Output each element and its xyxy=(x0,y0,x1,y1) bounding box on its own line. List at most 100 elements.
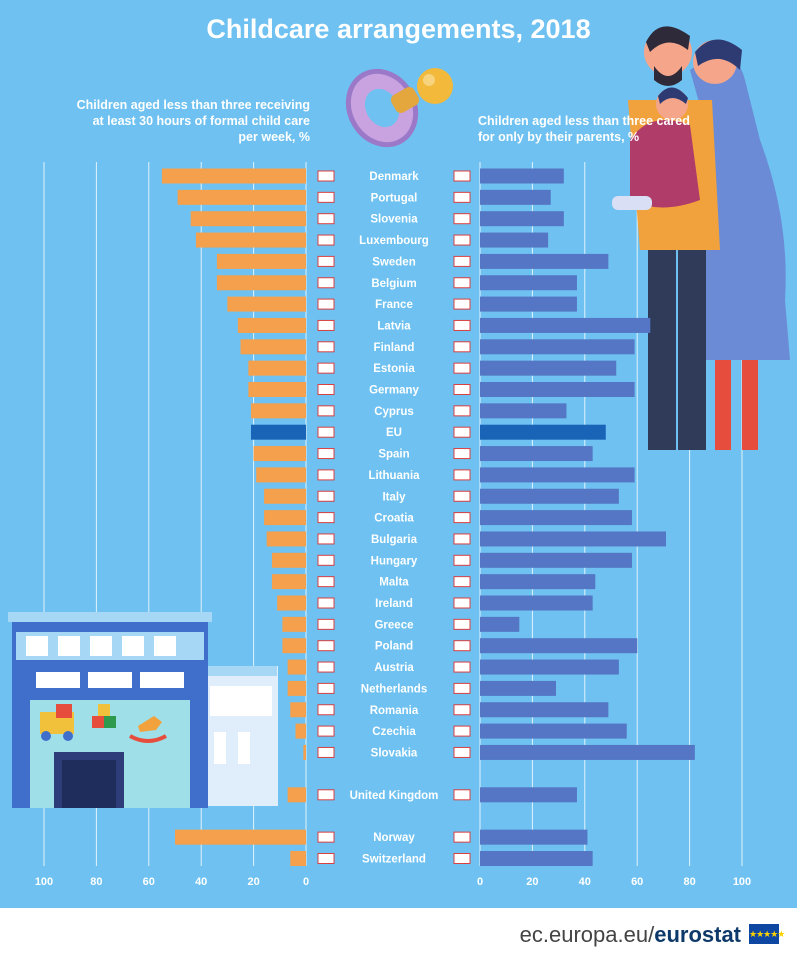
left-bar xyxy=(161,168,306,184)
left-tick-label: 60 xyxy=(143,876,155,888)
country-label: Switzerland xyxy=(362,854,426,866)
country-label: Estonia xyxy=(373,363,415,375)
flag-icon xyxy=(453,362,471,374)
country-label: Norway xyxy=(373,832,415,844)
flag-icon xyxy=(453,597,471,609)
left-tick-label: 100 xyxy=(35,876,53,888)
country-label: Luxembourg xyxy=(359,235,429,247)
country-label: Malta xyxy=(379,577,409,589)
flag-icon xyxy=(317,191,335,203)
flag-icon xyxy=(453,576,471,588)
right-bar xyxy=(480,595,593,611)
flag-icon xyxy=(317,789,335,801)
source-url-prefix: ec.europa.eu/ xyxy=(519,922,655,947)
flag-icon xyxy=(453,554,471,566)
right-bar xyxy=(480,382,635,397)
country-label: Germany xyxy=(369,385,419,397)
bars xyxy=(161,168,695,866)
flag-icon xyxy=(317,362,335,374)
left-bar xyxy=(295,723,306,739)
flag-icon xyxy=(453,191,471,203)
flag-icon xyxy=(453,746,471,758)
left-bar xyxy=(240,339,306,355)
right-series-title: Children aged less than three cared for … xyxy=(478,114,690,144)
right-bar xyxy=(480,467,635,483)
flag-icon xyxy=(317,170,335,182)
flag-icon xyxy=(317,405,335,417)
flag-icon xyxy=(317,512,335,524)
chart-title: Childcare arrangements, 2018 xyxy=(206,14,591,44)
flag-icon xyxy=(453,426,471,438)
country-label: Slovenia xyxy=(370,214,418,226)
flag-icon xyxy=(317,319,335,331)
country-label: Sweden xyxy=(372,256,415,268)
flag-icon xyxy=(453,298,471,310)
source-link[interactable]: ec.europa.eu/eurostat xyxy=(520,922,741,948)
flag-icon xyxy=(453,831,471,843)
flag-icon xyxy=(453,341,471,353)
flag-icon xyxy=(317,469,335,481)
right-bar xyxy=(480,360,617,376)
left-bar xyxy=(227,296,306,312)
right-bar xyxy=(480,659,619,675)
flag-icon xyxy=(317,725,335,737)
flag-icon xyxy=(317,554,335,566)
flag-icon xyxy=(453,640,471,652)
flag-icon xyxy=(317,277,335,289)
right-bar xyxy=(480,424,606,440)
axis-ticks: 100 80 60 40 20 0 0 20 40 60 80 100 xyxy=(35,876,751,888)
left-bar xyxy=(253,446,306,462)
right-bar xyxy=(480,552,632,568)
right-tick-label: 80 xyxy=(683,876,695,888)
left-bar xyxy=(216,275,306,291)
left-bar xyxy=(277,595,306,611)
flag-icon xyxy=(317,661,335,673)
flag-icon xyxy=(317,576,335,588)
country-label: Czechia xyxy=(372,726,416,738)
country-label: Lithuania xyxy=(368,470,420,482)
right-bar xyxy=(480,211,564,227)
flag-icon xyxy=(317,255,335,267)
left-bar xyxy=(256,467,306,483)
country-label: Hungary xyxy=(371,555,418,567)
left-bar xyxy=(287,787,306,803)
flag-icon xyxy=(453,170,471,182)
left-bar xyxy=(290,702,306,718)
left-bar xyxy=(266,531,306,547)
flag-icon xyxy=(317,426,335,438)
right-bar xyxy=(480,168,564,184)
flag-icon xyxy=(317,234,335,246)
right-bar xyxy=(480,403,567,419)
country-label: Croatia xyxy=(374,513,414,525)
chart: Denmark Portugal Slovenia Luxembourg Sweden B… xyxy=(8,26,790,888)
flag-icon xyxy=(453,853,471,864)
left-bar xyxy=(264,510,306,526)
country-label: Belgium xyxy=(371,278,416,290)
flag-icon xyxy=(317,746,335,758)
left-bar xyxy=(287,659,306,675)
left-bar xyxy=(175,829,306,845)
flag-icon xyxy=(453,448,471,460)
flag-icon xyxy=(453,512,471,524)
left-bar xyxy=(271,552,306,568)
right-bar xyxy=(480,638,638,654)
left-tick-label: 0 xyxy=(303,876,309,888)
footer: ec.europa.eu/eurostat ★★★★★ xyxy=(0,908,797,960)
flag-icon xyxy=(453,533,471,545)
right-bar xyxy=(480,488,619,504)
country-label: Finland xyxy=(374,342,415,354)
country-label: Poland xyxy=(375,641,413,653)
left-tick-label: 20 xyxy=(247,876,259,888)
flag-icon xyxy=(453,234,471,246)
country-label: Ireland xyxy=(375,598,413,610)
nursery-building-illustration xyxy=(8,612,278,808)
flag-icon xyxy=(317,682,335,694)
flag-icon xyxy=(317,618,335,630)
flag-icon xyxy=(317,853,335,864)
left-bar xyxy=(290,851,306,866)
right-bar xyxy=(480,531,667,547)
flag-icon xyxy=(453,789,471,801)
right-bar xyxy=(480,702,609,718)
country-label: EU xyxy=(386,427,402,439)
left-bar xyxy=(282,616,306,632)
